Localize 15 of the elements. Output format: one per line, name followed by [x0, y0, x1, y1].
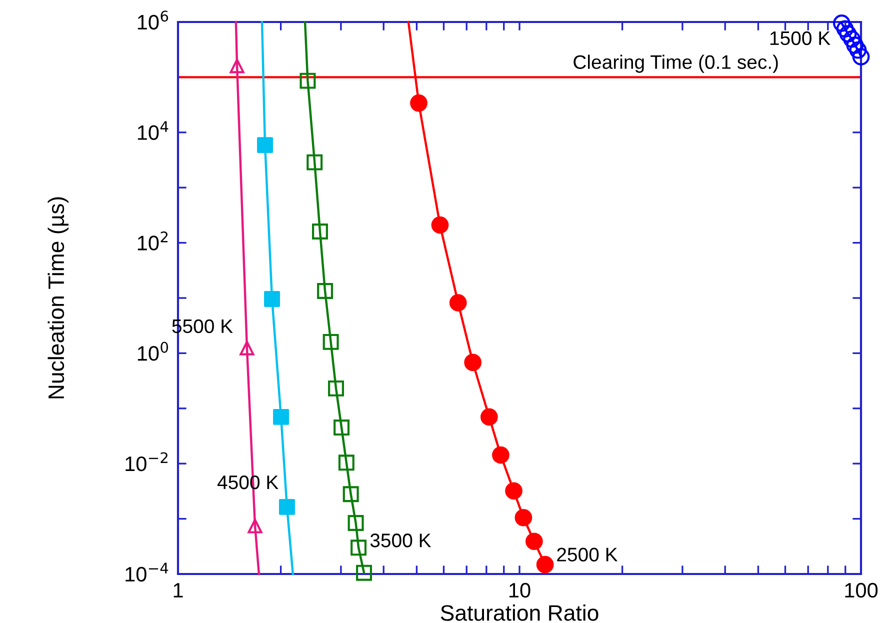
- y-tick-label: 10$^{−2}$: [126, 452, 168, 472]
- y-tick-label: 10$^{−4}$: [126, 562, 168, 582]
- annotation: 2500 K: [557, 548, 618, 562]
- annotation: 3500 K: [370, 534, 432, 548]
- x-tick-label: 1: [174, 583, 183, 598]
- annotation: 1500 K: [770, 31, 830, 46]
- y-tick-label: 10$^{0}$: [138, 342, 168, 361]
- ref-line-label: Clearing Time (0.1 sec.): [574, 54, 778, 73]
- y-axis-title: Nucleation Time (µs): [48, 197, 68, 398]
- y-tick-label: 10$^{2}$: [138, 231, 168, 250]
- x-tick-label: 100: [845, 582, 878, 598]
- x-axis-title: Saturation Ratio: [440, 604, 598, 621]
- y-tick-label: 10$^{4}$: [138, 121, 168, 140]
- y-tick-label: 10$^{6}$: [138, 10, 168, 30]
- x-tick-label: 10: [510, 582, 530, 598]
